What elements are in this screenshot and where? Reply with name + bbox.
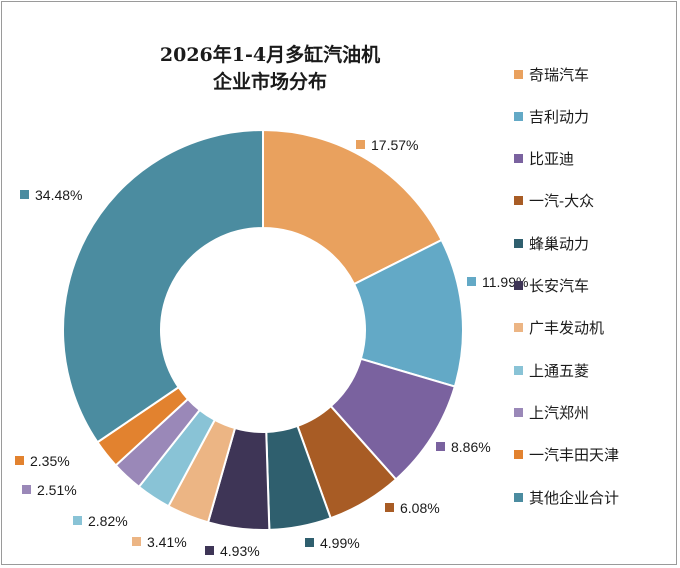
data-label-1: 17.57% bbox=[371, 137, 418, 153]
legend-item-5: 蜂巢动力 bbox=[514, 231, 589, 255]
legend-swatch bbox=[514, 238, 523, 248]
data-label-marker-11 bbox=[20, 190, 29, 199]
legend-item-10: 一汽丰田天津 bbox=[514, 443, 619, 467]
data-label-marker-3 bbox=[436, 442, 445, 451]
data-label-marker-7 bbox=[132, 537, 141, 546]
legend-item-7: 广丰发动机 bbox=[514, 316, 604, 340]
legend-label: 广丰发动机 bbox=[529, 319, 605, 338]
legend-swatch bbox=[514, 492, 523, 502]
legend-label: 其他企业合计 bbox=[529, 488, 620, 507]
legend-swatch bbox=[514, 365, 523, 375]
legend-item-6: 长安汽车 bbox=[514, 274, 589, 298]
legend-label: 吉利动力 bbox=[529, 107, 590, 126]
data-label-marker-5 bbox=[305, 538, 314, 547]
data-label-4: 6.08% bbox=[400, 500, 440, 516]
legend-swatch bbox=[514, 450, 523, 460]
legend-item-4: 一汽-大众 bbox=[514, 189, 594, 213]
chart-title: 2026年1-4月多缸汽油机 企业市场分布 bbox=[120, 42, 420, 96]
data-label-3: 8.86% bbox=[451, 439, 491, 455]
legend-label: 一汽-大众 bbox=[529, 192, 595, 211]
chart-title-line-1: 2026年1-4月多缸汽油机 bbox=[159, 44, 381, 66]
legend-label: 奇瑞汽车 bbox=[529, 65, 590, 84]
legend-item-3: 比亚迪 bbox=[514, 147, 574, 171]
data-label-marker-1 bbox=[356, 140, 365, 149]
legend-swatch bbox=[514, 154, 523, 164]
data-label-marker-6 bbox=[205, 546, 214, 555]
legend-item-1: 奇瑞汽车 bbox=[514, 62, 589, 86]
data-label-marker-9 bbox=[22, 485, 31, 494]
legend-label: 上汽郑州 bbox=[529, 403, 590, 422]
data-label-marker-2 bbox=[467, 277, 476, 286]
legend-swatch bbox=[514, 281, 523, 290]
data-label-marker-4 bbox=[385, 503, 394, 512]
legend-item-9: 上汽郑州 bbox=[514, 400, 589, 424]
data-label-5: 4.99% bbox=[320, 535, 360, 551]
legend-label: 上通五菱 bbox=[529, 361, 590, 380]
chart-title-line-2: 企业市场分布 bbox=[212, 71, 327, 93]
legend-label: 一汽丰田天津 bbox=[529, 446, 620, 465]
legend-swatch bbox=[514, 196, 523, 206]
legend-swatch bbox=[514, 111, 523, 121]
data-label-10: 2.35% bbox=[30, 453, 70, 469]
legend-swatch bbox=[514, 407, 523, 417]
data-label-11: 34.48% bbox=[35, 187, 82, 203]
legend-label: 长安汽车 bbox=[529, 277, 590, 295]
data-label-9: 2.51% bbox=[37, 482, 77, 498]
data-label-7: 3.41% bbox=[147, 534, 187, 550]
legend-swatch bbox=[514, 323, 523, 333]
donut-slice-11 bbox=[62, 128, 264, 444]
legend-swatch bbox=[514, 69, 523, 79]
data-label-marker-10 bbox=[15, 456, 24, 465]
legend-item-8: 上通五菱 bbox=[514, 358, 589, 382]
data-label-8: 2.82% bbox=[88, 513, 128, 529]
donut-slice-1 bbox=[262, 128, 443, 286]
legend-item-2: 吉利动力 bbox=[514, 104, 589, 128]
legend-label: 蜂巢动力 bbox=[529, 234, 590, 253]
legend-item-11: 其他企业合计 bbox=[514, 485, 619, 509]
data-label-6: 4.93% bbox=[220, 543, 260, 559]
legend-label: 比亚迪 bbox=[529, 150, 575, 169]
data-label-marker-8 bbox=[73, 516, 82, 525]
